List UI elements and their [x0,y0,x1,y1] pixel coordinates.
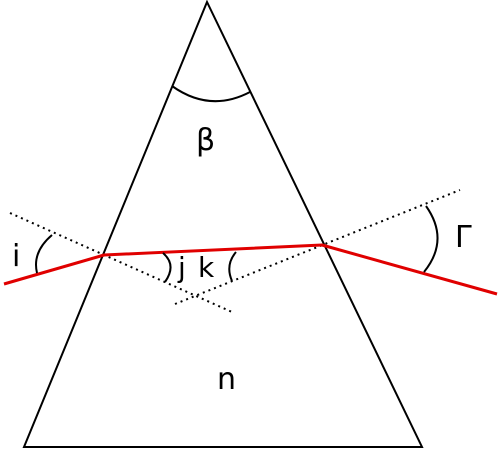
light-ray [3,243,498,296]
apex-angle-label: β [196,123,215,158]
refraction-angle-k-arc [228,251,237,282]
refractive-index-label: n [217,362,236,397]
refraction-angle-j-label: j [177,251,186,284]
normal-line-entry [9,212,233,313]
normal-line-exit [174,189,461,305]
prism-triangle [22,0,424,448]
deviation-angle-label: Γ [455,220,472,255]
apex-angle-arc [171,85,251,103]
incidence-angle-arc [35,234,53,274]
deviation-angle-arc [423,205,439,273]
refraction-angle-j-arc [162,252,172,283]
incidence-angle-label: i [12,239,20,274]
refraction-angle-k-label: k [198,251,215,284]
